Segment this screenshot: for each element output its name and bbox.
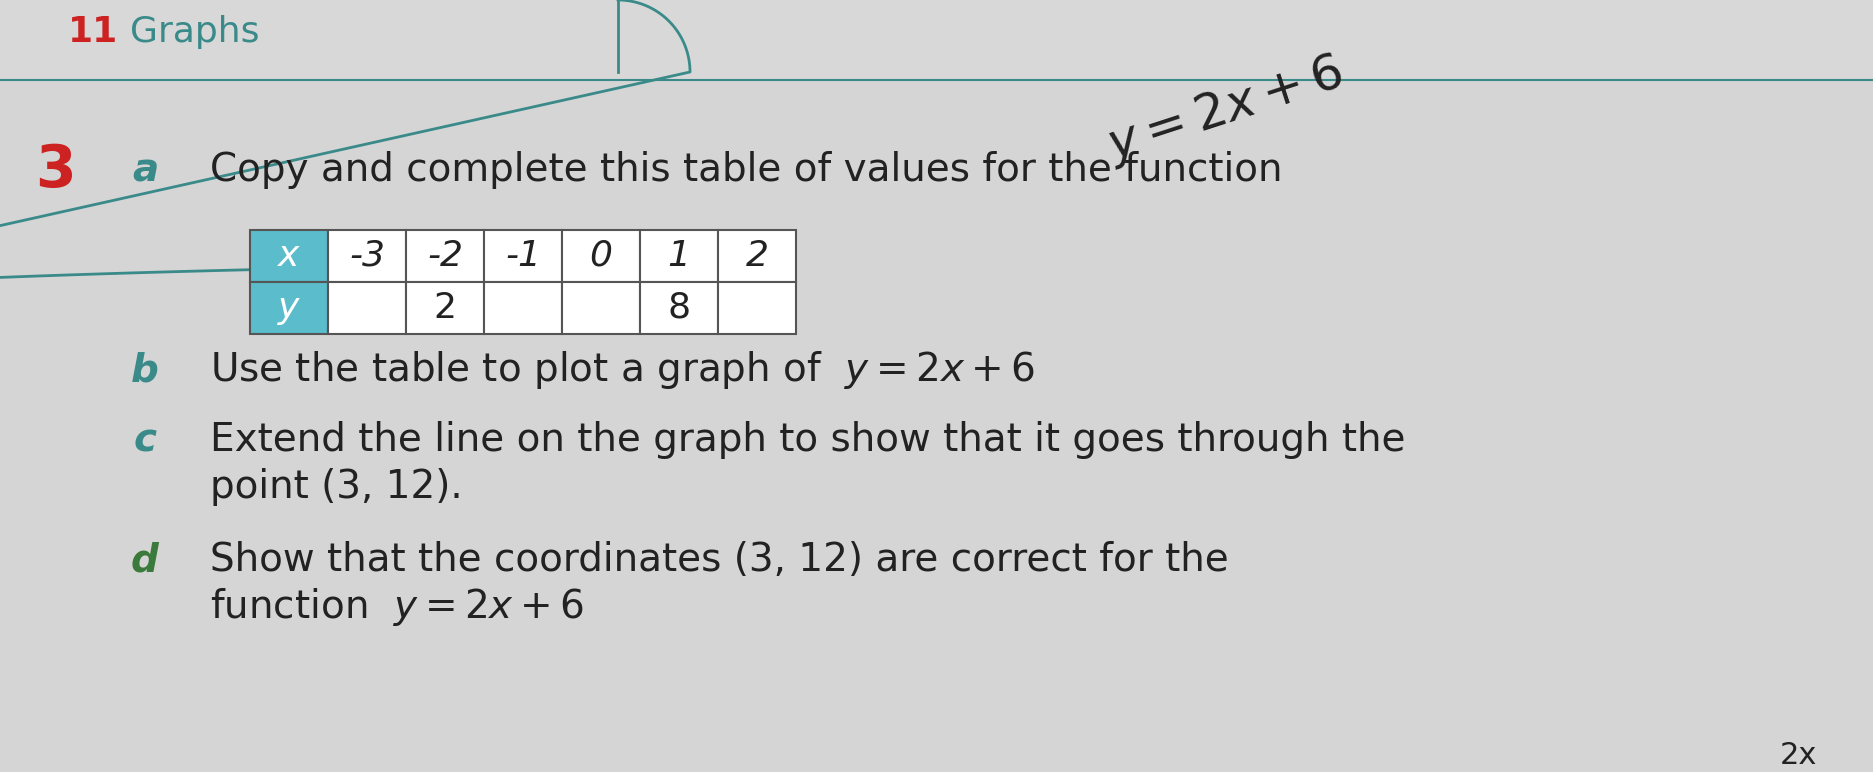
Bar xyxy=(641,230,717,282)
Text: y: y xyxy=(279,291,300,325)
Bar xyxy=(249,230,328,282)
Bar xyxy=(562,230,641,282)
Bar xyxy=(641,282,717,334)
Text: Extend the line on the graph to show that it goes through the: Extend the line on the graph to show tha… xyxy=(210,421,1405,459)
Text: 0: 0 xyxy=(590,239,612,273)
Text: 2: 2 xyxy=(745,239,768,273)
Text: 3: 3 xyxy=(36,141,75,198)
Bar xyxy=(483,282,562,334)
Text: b: b xyxy=(131,351,159,389)
Bar xyxy=(717,282,796,334)
Text: $y = 2x + 6$: $y = 2x + 6$ xyxy=(1099,48,1349,172)
Text: Show that the coordinates (3, 12) are correct for the: Show that the coordinates (3, 12) are co… xyxy=(210,541,1229,579)
Text: x: x xyxy=(279,239,300,273)
Text: -3: -3 xyxy=(348,239,384,273)
Text: c: c xyxy=(133,421,157,459)
Bar xyxy=(328,282,406,334)
Bar xyxy=(406,282,483,334)
Bar xyxy=(0,0,1873,80)
Bar xyxy=(562,282,641,334)
Text: Use the table to plot a graph of  $y = 2x+6$: Use the table to plot a graph of $y = 2x… xyxy=(210,349,1034,391)
Text: a: a xyxy=(131,151,157,189)
Text: Copy and complete this table of values for the function: Copy and complete this table of values f… xyxy=(210,151,1307,189)
Text: d: d xyxy=(131,541,159,579)
Text: point (3, 12).: point (3, 12). xyxy=(210,468,463,506)
Text: 11: 11 xyxy=(67,15,118,49)
Text: 2x: 2x xyxy=(1779,740,1817,770)
Bar xyxy=(483,230,562,282)
Bar xyxy=(717,230,796,282)
Text: function  $y = 2x+6$: function $y = 2x+6$ xyxy=(210,586,584,628)
Bar xyxy=(328,230,406,282)
Text: 8: 8 xyxy=(667,291,689,325)
Text: -1: -1 xyxy=(504,239,541,273)
Text: 1: 1 xyxy=(667,239,689,273)
Bar xyxy=(249,282,328,334)
Text: -2: -2 xyxy=(427,239,463,273)
Bar xyxy=(406,230,483,282)
Text: 2: 2 xyxy=(433,291,457,325)
Text: Graphs: Graphs xyxy=(129,15,258,49)
